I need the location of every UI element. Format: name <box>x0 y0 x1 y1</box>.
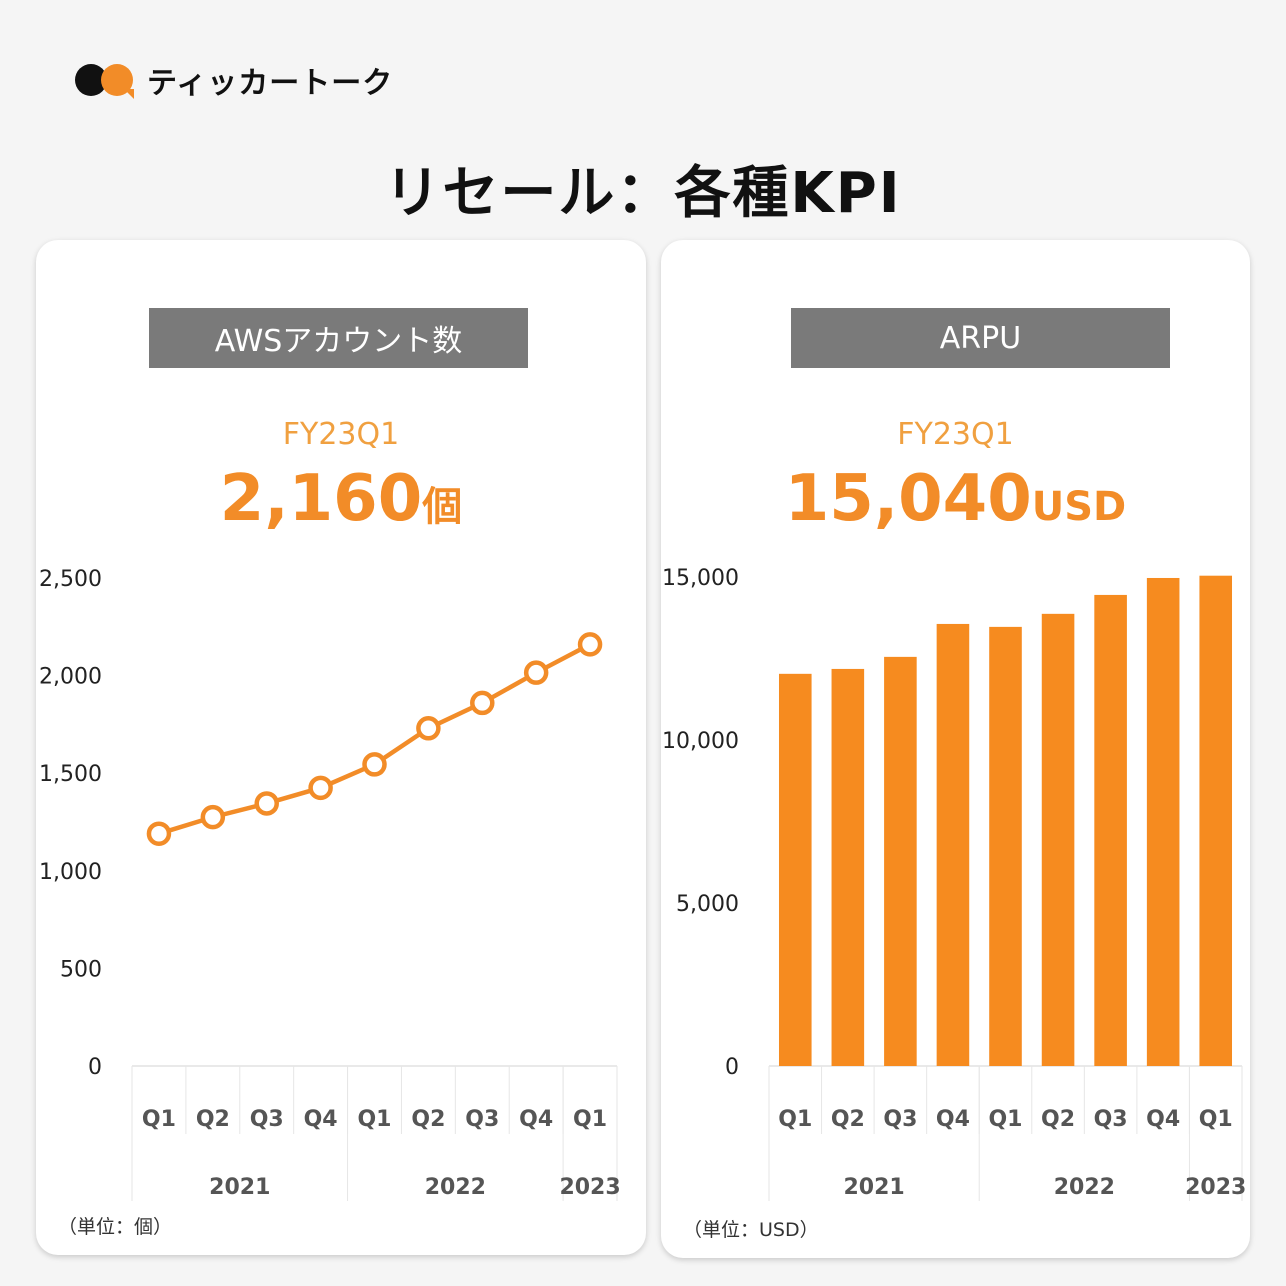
bar <box>884 656 917 1066</box>
x-group-label: 2023 <box>1185 1175 1246 1200</box>
accounts-card: AWSアカウント数 FY23Q1 2,160個 （単位：個） <box>36 240 646 1255</box>
bar <box>936 623 970 1066</box>
brand-name: ティッカートーク <box>147 66 394 101</box>
card-header: ARPU <box>791 308 1170 368</box>
x-category-label: Q3 <box>1094 1107 1128 1132</box>
headline-value: 15,040USD <box>661 462 1250 536</box>
x-category-label: Q3 <box>883 1107 917 1132</box>
bar <box>1041 613 1075 1066</box>
bar <box>1146 577 1180 1066</box>
bar <box>831 668 865 1066</box>
x-group-label: 2021 <box>209 1175 270 1200</box>
bar <box>1199 575 1233 1066</box>
page-title: リセール：各種KPI <box>384 161 902 226</box>
headline-value: 2,160個 <box>36 462 646 536</box>
headline-number: 2,160 <box>219 462 423 536</box>
data-point <box>146 821 172 846</box>
brand-logo: ティッカートーク <box>75 60 394 101</box>
data-point <box>470 690 495 716</box>
x-group-label: 2022 <box>425 1175 486 1200</box>
data-point <box>416 716 441 741</box>
x-category-label: Q1 <box>1199 1107 1233 1132</box>
data-point <box>577 632 603 657</box>
logo-speech-bubble <box>101 64 133 96</box>
data-point <box>523 660 549 685</box>
y-tick-label: 1,000 <box>39 860 102 885</box>
x-category-label: Q4 <box>1146 1107 1180 1132</box>
x-category-label: Q2 <box>1041 1107 1075 1132</box>
x-category-label: Q1 <box>142 1107 176 1132</box>
x-category-label: Q4 <box>519 1107 553 1132</box>
bar <box>1094 594 1127 1066</box>
y-tick-label: 0 <box>725 1055 739 1080</box>
data-point <box>254 791 279 816</box>
x-group-label: 2021 <box>843 1175 904 1200</box>
unit-note: （単位：USD） <box>683 1219 819 1241</box>
data-point <box>362 752 387 777</box>
y-tick-label: 5,000 <box>676 892 739 917</box>
y-tick-label: 15,000 <box>662 566 739 591</box>
x-group-label: 2022 <box>1054 1175 1115 1200</box>
x-category-label: Q3 <box>250 1107 284 1132</box>
x-category-label: Q3 <box>465 1107 499 1132</box>
card-header: AWSアカウント数 <box>149 308 528 368</box>
period-label: FY23Q1 <box>897 417 1014 452</box>
y-tick-label: 10,000 <box>662 729 739 754</box>
y-tick-label: 2,000 <box>39 665 102 690</box>
x-category-label: Q2 <box>411 1107 445 1132</box>
x-category-label: Q4 <box>304 1107 338 1132</box>
x-category-label: Q1 <box>357 1107 391 1132</box>
bar <box>989 626 1022 1066</box>
x-category-label: Q4 <box>936 1107 970 1132</box>
period-label: FY23Q1 <box>282 417 400 452</box>
data-point <box>308 775 333 801</box>
y-tick-label: 0 <box>88 1055 102 1080</box>
x-category-label: Q2 <box>196 1107 230 1132</box>
y-tick-label: 1,500 <box>39 762 102 787</box>
x-category-label: Q2 <box>831 1107 865 1132</box>
bar <box>778 673 812 1066</box>
y-tick-label: 2,500 <box>39 567 102 592</box>
logo-icon <box>75 61 137 99</box>
data-point <box>200 804 226 830</box>
headline-unit: USD <box>1031 484 1127 530</box>
x-category-label: Q1 <box>573 1107 607 1132</box>
headline-unit: 個 <box>422 484 463 530</box>
unit-note: （単位：個） <box>58 1216 173 1238</box>
x-category-label: Q1 <box>988 1107 1022 1132</box>
x-category-label: Q1 <box>778 1107 812 1132</box>
y-tick-label: 500 <box>60 957 102 982</box>
x-group-label: 2023 <box>559 1175 620 1200</box>
headline-number: 15,040 <box>784 462 1032 536</box>
